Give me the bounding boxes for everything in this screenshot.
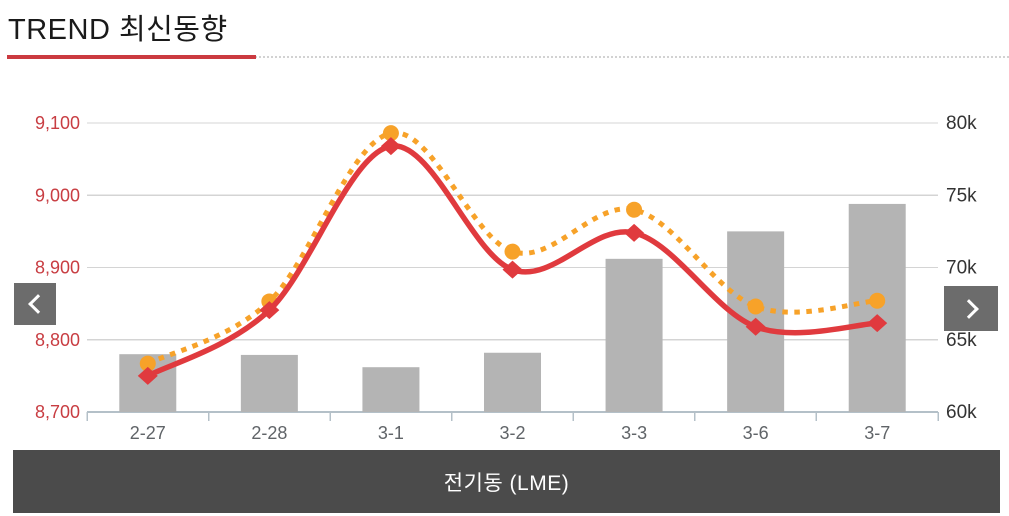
x-axis-category-label: 3-3 [621, 423, 647, 443]
chart-footer-tab[interactable]: 전기동 (LME) [13, 450, 1000, 513]
right-axis-tick-label: 75k [946, 185, 977, 206]
prev-button[interactable] [14, 283, 56, 325]
solid-line-series [137, 137, 888, 385]
circle-marker [382, 125, 399, 142]
x-axis-labels: 2-27 2-28 3-1 3-2 3-3 3-6 3-7 [130, 423, 890, 443]
page-header: TREND 최신동향 [0, 0, 1009, 62]
x-axis-category-label: 2-28 [251, 423, 287, 443]
circle-marker [139, 355, 156, 372]
diamond-marker [137, 366, 158, 385]
diamond-marker [867, 314, 888, 333]
circle-marker [626, 201, 643, 218]
bar [484, 352, 541, 412]
right-axis-tick-label: 80k [946, 113, 977, 134]
circle-marker [504, 243, 521, 260]
right-axis-tick-label: 60k [946, 402, 977, 423]
chevron-left-icon [27, 294, 48, 314]
diamond-marker [502, 260, 523, 279]
circle-marker [747, 298, 764, 315]
left-axis-tick-label: 8,900 [35, 258, 80, 278]
x-axis-category-label: 3-6 [743, 423, 769, 443]
right-axis-labels: 60k 65k 70k 75k 80k [946, 113, 977, 423]
diamond-marker [624, 223, 645, 242]
next-button[interactable] [944, 286, 998, 331]
title-underline-dotted [8, 56, 1009, 58]
chevron-right-icon [958, 298, 979, 319]
x-axis-category-label: 3-2 [499, 423, 525, 443]
left-axis-tick-label: 9,100 [35, 113, 80, 133]
right-axis-tick-label: 70k [946, 258, 977, 279]
bar-series [119, 203, 906, 412]
x-axis-category-label: 3-1 [378, 423, 404, 443]
bar [362, 367, 420, 412]
page-title: TREND 최신동향 [8, 14, 228, 46]
left-axis-tick-label: 9,000 [35, 185, 80, 205]
footer-label: 전기동 (LME) [443, 471, 570, 495]
trend-combo-chart: 8,700 8,800 8,900 9,000 9,100 60k 65k 70k 75k 80k… [14, 113, 998, 443]
left-axis-labels: 8,700 8,800 8,900 9,000 9,100 [35, 113, 80, 422]
bar [240, 354, 298, 412]
gridlines [87, 122, 938, 341]
left-axis-tick-label: 8,800 [35, 330, 80, 350]
x-axis-category-label: 2-27 [130, 423, 166, 443]
title-underline-accent [7, 55, 256, 59]
bar [605, 258, 663, 412]
right-axis-tick-label: 65k [946, 330, 977, 351]
diamond-marker [259, 301, 280, 320]
diamond-marker [380, 137, 401, 156]
combo-chart-svg: 8,700 8,800 8,900 9,000 9,100 60k 65k 70k 75k 80k… [35, 113, 977, 443]
left-axis-tick-label: 8,700 [35, 402, 80, 422]
diamond-marker [745, 317, 766, 336]
x-axis [86, 411, 939, 421]
x-axis-category-label: 3-7 [864, 423, 890, 443]
circle-marker [869, 292, 886, 309]
